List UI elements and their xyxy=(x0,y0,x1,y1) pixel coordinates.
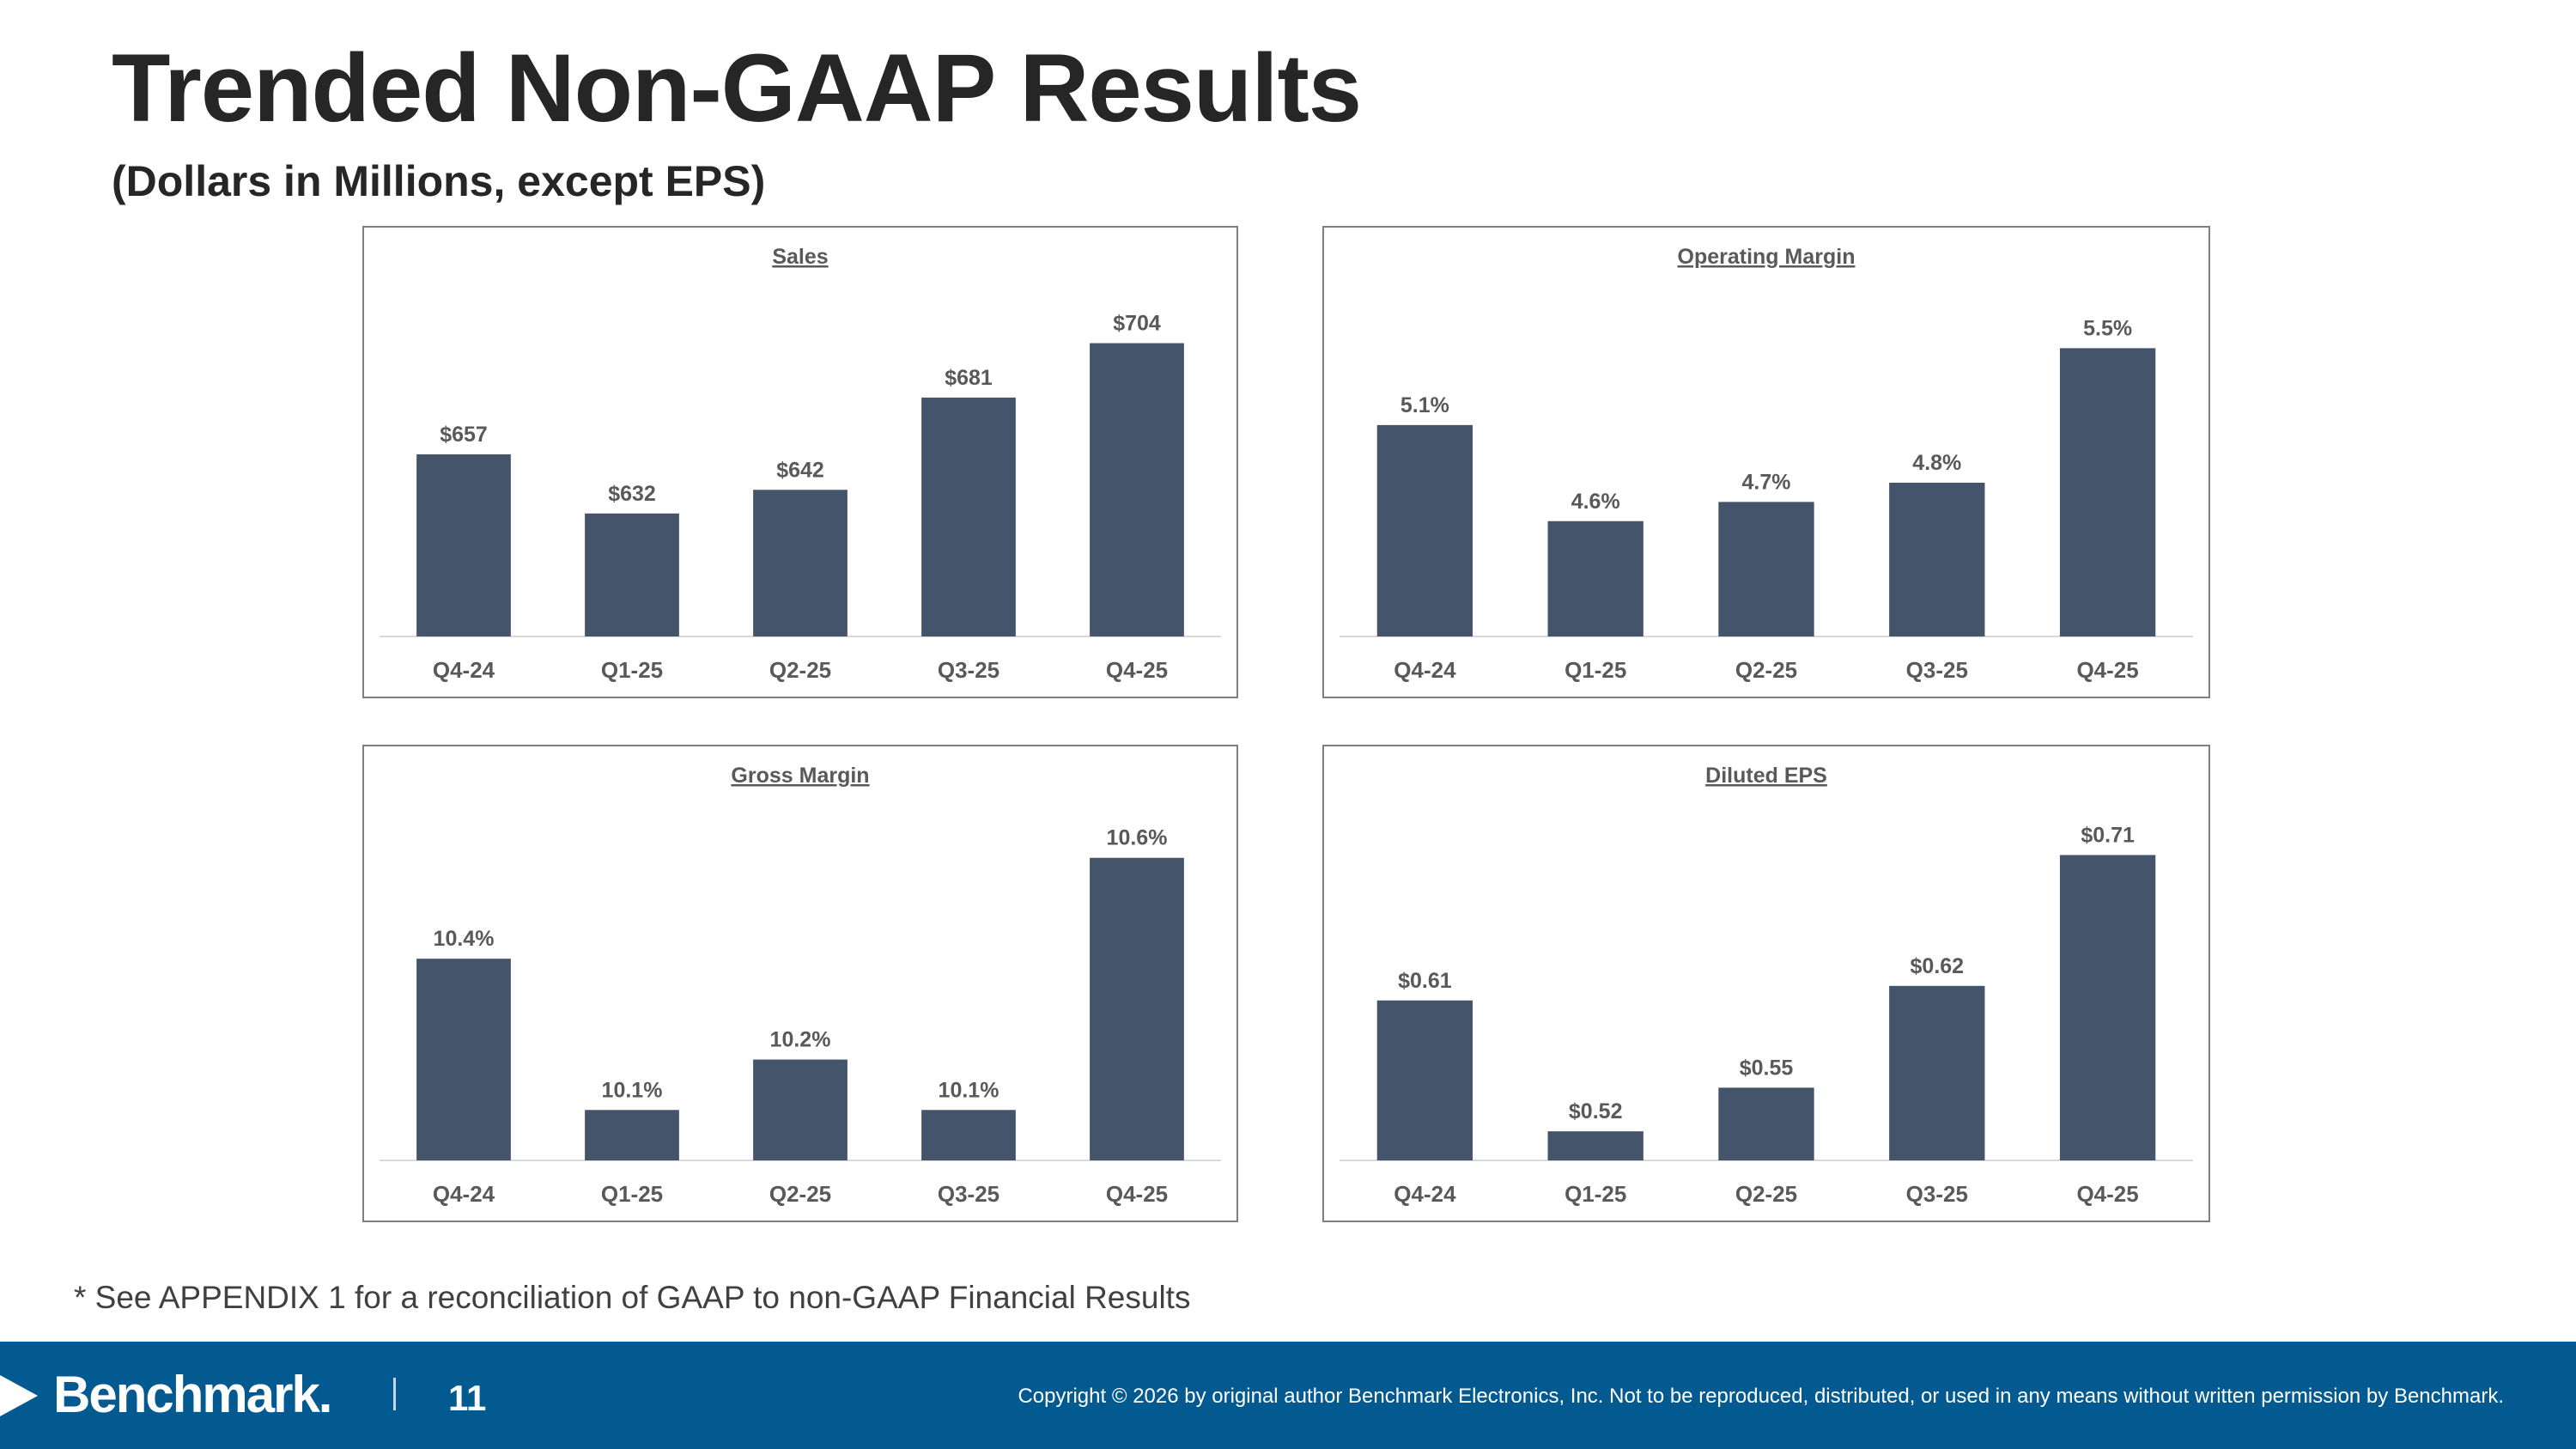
data-label: $0.62 xyxy=(1911,954,1965,978)
gross-margin-chart: Gross Margin 10.4% Q4-24 10.1% Q1-25 10.2% Q2-… xyxy=(362,745,1238,1222)
chart-svg: Diluted EPS $0.61 Q4-24 $0.52 Q1-25 $0.55 Q2-2… xyxy=(1340,764,2193,1207)
data-label: 5.1% xyxy=(1400,393,1449,417)
page-subtitle: (Dollars in Millions, except EPS) xyxy=(112,157,766,205)
chart-title: Operating Margin xyxy=(1678,245,1856,269)
bar-q4-24 xyxy=(1376,1000,1473,1160)
category-tick-label: Q3-25 xyxy=(938,1181,999,1207)
bar-q4-24 xyxy=(416,959,511,1160)
operating-margin-chart: Operating Margin 5.1% Q4-24 4.6% Q1-25 4.7% Q2… xyxy=(1322,226,2210,698)
data-label: 10.1% xyxy=(602,1078,663,1102)
category-tick-label: Q2-25 xyxy=(769,1181,831,1207)
chart-svg: Operating Margin 5.1% Q4-24 4.6% Q1-25 4.7% Q2… xyxy=(1340,245,2193,683)
copyright-notice: Copyright © 2026 by original author Benc… xyxy=(1018,1385,2504,1408)
bar-q2-25 xyxy=(1718,1087,1814,1160)
page-number: 11 xyxy=(448,1378,487,1418)
data-label: 10.6% xyxy=(1107,826,1168,850)
chart-svg: Sales $657 Q4-24 $632 Q1-25 $642 Q2-25 $681 Q3-2… xyxy=(380,245,1221,683)
category-tick-label: Q4-24 xyxy=(1394,657,1456,683)
data-label: 4.8% xyxy=(1912,451,1961,475)
data-label: $0.55 xyxy=(1740,1056,1794,1080)
category-tick-label: Q4-25 xyxy=(1106,1181,1168,1207)
category-tick-label: Q4-24 xyxy=(433,1181,495,1207)
chart-title: Gross Margin xyxy=(731,764,869,788)
data-label: $0.71 xyxy=(2081,823,2135,847)
bar-q2-25 xyxy=(1718,502,1814,636)
data-label: 4.6% xyxy=(1571,490,1620,514)
chart-svg: Gross Margin 10.4% Q4-24 10.1% Q1-25 10.2% Q2-… xyxy=(380,764,1221,1207)
bar-q4-24 xyxy=(1376,424,1473,636)
data-label: $681 xyxy=(945,366,993,390)
category-tick-label: Q2-25 xyxy=(769,657,831,683)
bar-q1-25 xyxy=(1547,521,1643,636)
category-tick-label: Q1-25 xyxy=(1564,1181,1626,1207)
data-label: $632 xyxy=(608,482,656,506)
bar-q1-25 xyxy=(585,513,679,636)
category-tick-label: Q4-24 xyxy=(433,657,495,683)
category-tick-label: Q3-25 xyxy=(1906,657,1968,683)
data-label: $642 xyxy=(776,458,824,482)
bar-q1-25 xyxy=(585,1110,679,1160)
category-tick-label: Q1-25 xyxy=(601,657,663,683)
data-label: $657 xyxy=(440,423,488,447)
data-label: $0.61 xyxy=(1398,969,1452,993)
diluted-eps-chart: Diluted EPS $0.61 Q4-24 $0.52 Q1-25 $0.55 Q2-2… xyxy=(1322,745,2210,1222)
bar-q3-25 xyxy=(921,397,1016,636)
bar-q2-25 xyxy=(753,490,848,636)
data-label: 10.2% xyxy=(770,1028,831,1052)
page-title: Trended Non-GAAP Results xyxy=(112,34,1362,142)
category-tick-label: Q4-24 xyxy=(1394,1181,1456,1207)
bar-q4-25 xyxy=(2059,855,2156,1160)
data-label: $0.52 xyxy=(1569,1099,1623,1123)
bar-q1-25 xyxy=(1547,1131,1643,1160)
category-tick-label: Q1-25 xyxy=(601,1181,663,1207)
chart-title: Sales xyxy=(772,245,828,269)
data-label: 10.4% xyxy=(434,927,495,951)
bar-q3-25 xyxy=(1889,985,1985,1160)
logo-chevron-icon xyxy=(0,1375,38,1416)
category-tick-label: Q2-25 xyxy=(1735,657,1797,683)
bar-q3-25 xyxy=(1889,483,1985,636)
data-label: 4.7% xyxy=(1742,470,1791,494)
category-tick-label: Q4-25 xyxy=(2076,657,2138,683)
bar-q2-25 xyxy=(753,1059,848,1160)
category-tick-label: Q1-25 xyxy=(1564,657,1626,683)
bar-q4-25 xyxy=(2059,348,2156,636)
bar-q3-25 xyxy=(921,1110,1016,1160)
data-label: 5.5% xyxy=(2083,316,2132,340)
footer-separator xyxy=(393,1378,396,1410)
category-tick-label: Q3-25 xyxy=(1906,1181,1968,1207)
chart-title: Diluted EPS xyxy=(1705,764,1827,788)
data-label: 10.1% xyxy=(939,1078,999,1102)
category-tick-label: Q4-25 xyxy=(1106,657,1168,683)
category-tick-label: Q2-25 xyxy=(1735,1181,1797,1207)
bar-q4-25 xyxy=(1090,343,1184,636)
footer-bar: Benchmark. 11 Copyright © 2026 by origin… xyxy=(0,1342,2576,1449)
category-tick-label: Q3-25 xyxy=(938,657,999,683)
company-logo: Benchmark. xyxy=(53,1366,332,1423)
bar-q4-24 xyxy=(416,454,511,636)
bar-q4-25 xyxy=(1090,857,1184,1160)
sales-chart: Sales $657 Q4-24 $632 Q1-25 $642 Q2-25 $681 Q3-2… xyxy=(362,226,1238,698)
category-tick-label: Q4-25 xyxy=(2076,1181,2138,1207)
data-label: $704 xyxy=(1113,312,1161,336)
footnote: * See APPENDIX 1 for a reconciliation of… xyxy=(74,1280,1191,1315)
